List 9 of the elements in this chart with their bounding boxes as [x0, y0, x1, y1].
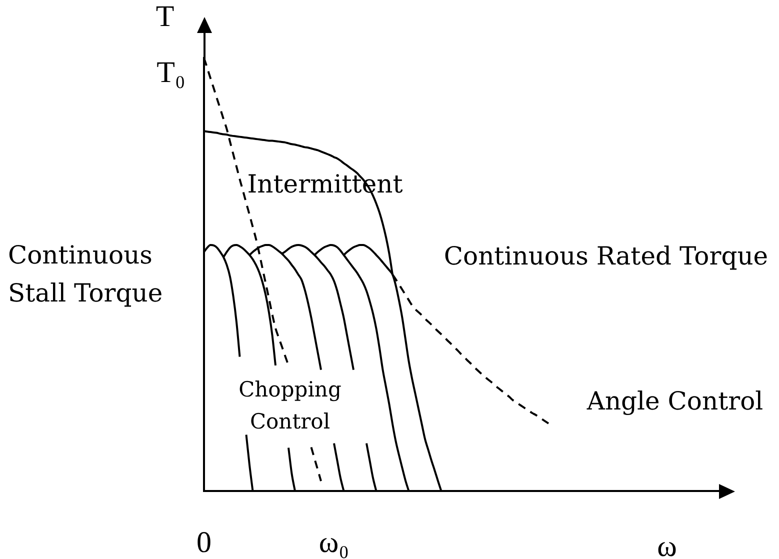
- x-axis-title: ω: [657, 530, 677, 559]
- y-axis-title: T: [156, 0, 174, 33]
- annotation: Chopping Control: [238, 377, 342, 434]
- text: T₀: [156, 56, 186, 89]
- x-tick-label: 0: [196, 526, 212, 559]
- x-tick-label: ω₀: [318, 526, 350, 559]
- annotation: Continuous Rated Torque: [444, 242, 768, 270]
- text: Continuous Stall Torque: [8, 240, 163, 308]
- annotation: Angle Control: [586, 386, 764, 416]
